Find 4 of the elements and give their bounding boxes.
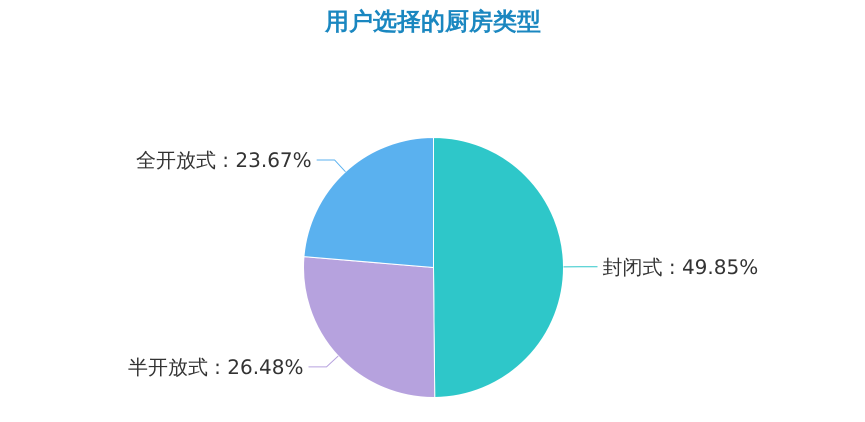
chart-title: 用户选择的厨房类型 (324, 8, 541, 36)
slice-label: 全开放式 : 23.67% (136, 148, 312, 172)
slice-label: 半开放式 : 26.48% (128, 354, 304, 379)
slice-label: 封闭式 : 49.85% (602, 254, 758, 279)
